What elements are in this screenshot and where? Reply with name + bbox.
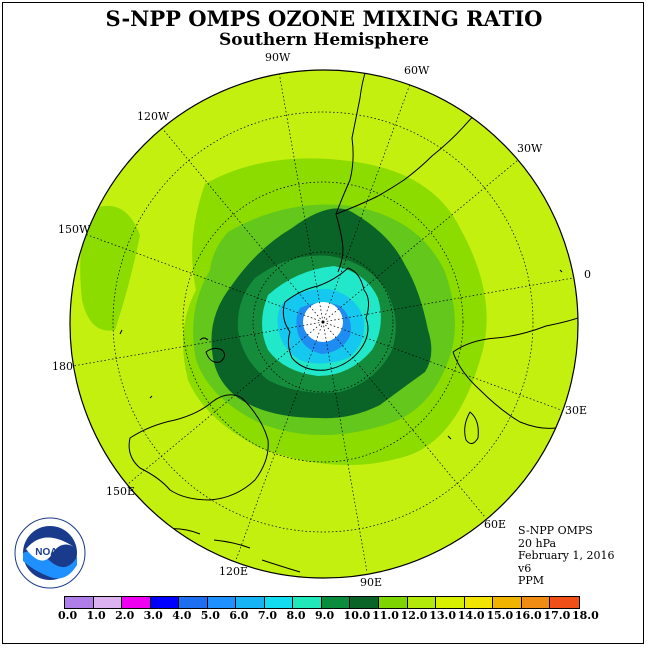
colorbar-swatch <box>65 597 94 608</box>
colorbar-tick-label: 18.0 <box>572 609 599 622</box>
map-boundary <box>69 69 579 579</box>
colorbar-swatch <box>550 597 579 608</box>
colorbar-swatch <box>350 597 380 608</box>
pressure-level: 20 hPa <box>518 536 557 550</box>
lon-label-90e: 90E <box>360 576 382 589</box>
figure-title: S-NPP OMPS OZONE MIXING RATIO <box>105 6 543 31</box>
lon-label-60e: 60E <box>484 518 506 531</box>
colorbar-swatch <box>321 597 351 608</box>
colorbar-tick-label: 14.0 <box>457 609 485 622</box>
colorbar-tick-label: 5.0 <box>200 609 220 622</box>
antarctic-peninsula-coast <box>335 213 344 273</box>
colorbar-swatch <box>493 597 522 608</box>
colorbar-tick-label: 4.0 <box>172 609 192 622</box>
islands-coast <box>119 269 563 440</box>
colorbar <box>64 596 580 609</box>
colorbar-swatch <box>379 597 408 608</box>
colorbar-swatch <box>236 597 265 608</box>
south-america-coast <box>335 70 485 215</box>
lon-label-180: 180 <box>52 360 73 373</box>
version-label: v6 <box>518 561 532 575</box>
colorbar-tick-label: 17.0 <box>543 609 571 622</box>
noaa-logo-text: NOAA <box>35 547 64 558</box>
colorbar-swatch <box>436 597 465 608</box>
colorbar-tick-label: 2.0 <box>115 609 135 622</box>
africa-coast <box>452 317 578 429</box>
lon-label-120e: 120E <box>219 565 248 578</box>
colorbar-tick-label: 1.0 <box>86 609 106 622</box>
noaa-logo-icon: NOAA <box>14 517 86 589</box>
date-label: February 1, 2016 <box>518 549 615 562</box>
lon-label-60w: 60W <box>404 64 430 77</box>
colorbar-swatch <box>207 597 237 608</box>
colorbar-swatch <box>293 597 322 608</box>
colorbar-tick-label: 6.0 <box>229 609 249 622</box>
info-panel: S-NPP OMPS 20 hPa February 1, 2016 v6 PP… <box>518 524 615 588</box>
graticule <box>72 71 574 573</box>
antarctica-coast <box>282 267 370 371</box>
lon-label-30w: 30W <box>517 142 543 155</box>
colorbar-tick-label: 8.0 <box>286 609 306 622</box>
colorbar-tick-label: 7.0 <box>257 609 278 622</box>
colorbar-tick-label: 16.0 <box>514 609 542 622</box>
colorbar-tick-label: 11.0 <box>372 609 399 622</box>
colorbar-tick-label: 13.0 <box>429 609 457 622</box>
lon-label-0: 0 <box>584 268 591 281</box>
colorbar-tick-label: 9.0 <box>315 609 335 622</box>
colorbar-swatch <box>179 597 208 608</box>
colorbar-swatch <box>122 597 151 608</box>
lon-label-120w: 120W <box>137 110 170 123</box>
lon-label-90w: 90W <box>265 51 291 64</box>
lon-label-150w: 150W <box>58 223 91 236</box>
instrument-label: S-NPP OMPS <box>518 524 593 537</box>
lon-label-150e: 150E <box>106 485 135 498</box>
colorbar-tick-label: 0.0 <box>58 609 78 622</box>
colorbar-tick-label: 10.0 <box>343 609 371 622</box>
colorbar-tick-label: 12.0 <box>400 609 428 622</box>
colorbar-tick-label: 15.0 <box>486 609 514 622</box>
new-zealand-coast <box>199 337 226 363</box>
australia-coast <box>128 394 269 501</box>
colorbar-swatch <box>93 597 123 608</box>
indonesia-coast <box>139 514 301 573</box>
coastlines <box>119 70 578 573</box>
colorbar-swatch <box>264 597 294 608</box>
colorbar-swatch <box>521 597 551 608</box>
colorbar-swatch <box>150 597 180 608</box>
madagascar-coast <box>464 411 479 444</box>
colorbar-swatch <box>464 597 494 608</box>
figure-subtitle: Southern Hemisphere <box>219 30 429 50</box>
lon-label-30e: 30E <box>565 404 587 417</box>
colorbar-tick-label: 3.0 <box>143 609 163 622</box>
units-label: PPM <box>518 574 545 587</box>
colorbar-swatch <box>407 597 437 608</box>
